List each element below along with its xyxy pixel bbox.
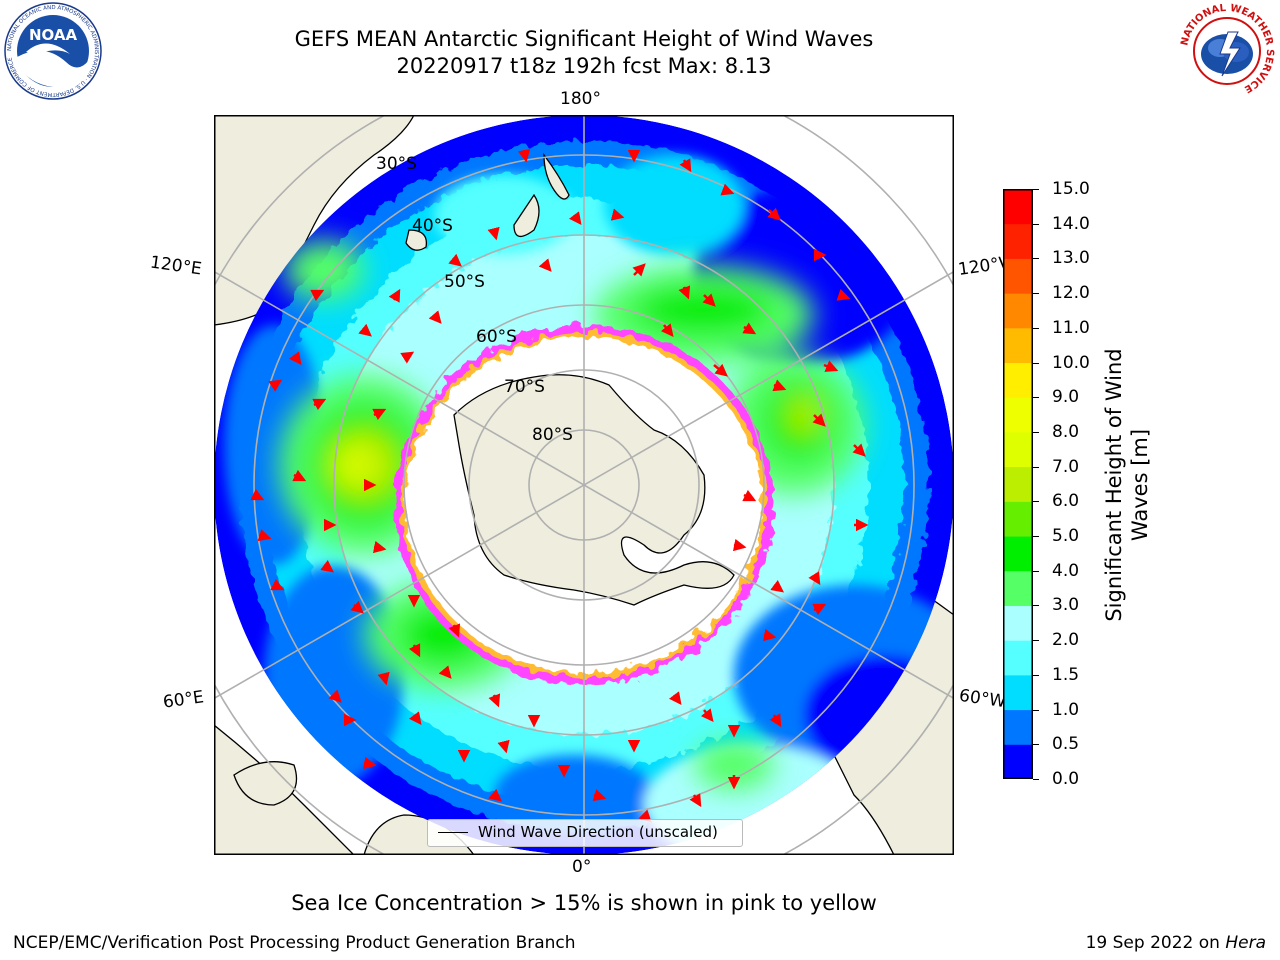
map-legend: Wind Wave Direction (unscaled) (427, 819, 743, 847)
legend-line-sample (438, 832, 468, 833)
colorbar-tick-mark (1033, 674, 1039, 676)
colorbar-tick-mark (1033, 223, 1039, 225)
colorbar-tick-mark (1033, 293, 1039, 295)
colorbar-tick-mark (1033, 536, 1039, 538)
colorbar-tick-mark (1033, 501, 1039, 503)
chart-title: GEFS MEAN Antarctic Significant Height o… (294, 27, 874, 51)
chart-subtitle: 20220917 t18z 192h fcst Max: 8.13 (396, 54, 772, 78)
colorbar-tick-label: 12.0 (1052, 283, 1090, 304)
colorbar-tick-label: 14.0 (1052, 213, 1090, 234)
colorbar-tick-label: 11.0 (1052, 317, 1090, 338)
colorbar-tick-label: 6.0 (1052, 491, 1080, 512)
colorbar-tick-label: 1.0 (1052, 699, 1080, 720)
colorbar-tick-label: 7.0 (1052, 456, 1080, 477)
colorbar-tick-mark (1033, 466, 1039, 468)
colorbar-tick-mark (1033, 709, 1039, 711)
colorbar-tick-mark (1033, 258, 1039, 260)
colorbar-tick-label: 13.0 (1052, 248, 1090, 269)
wind-wave-arrows (250, 148, 869, 823)
lon-label-60w: 60°W (957, 685, 1008, 713)
graticule (214, 115, 954, 855)
lat-label-30s: 30°S (376, 154, 417, 174)
colorbar-tick-mark (1033, 640, 1039, 642)
colorbar-tick-mark (1033, 605, 1039, 607)
noaa-logo: NOAA NATIONAL OCEANIC AND ATMOSPHERIC AD… (4, 2, 102, 100)
polar-map: 30°S 40°S 50°S 60°S 70°S 80°S Wind Wave … (214, 115, 954, 855)
colorbar-segment (1003, 223, 1033, 259)
colorbar-segment (1003, 258, 1033, 294)
colorbar-tick-label: 2.0 (1052, 630, 1080, 651)
colorbar-tick-mark (1033, 327, 1039, 329)
tasmania (405, 229, 428, 251)
colorbar-segment (1003, 397, 1033, 433)
colorbar-segment (1003, 605, 1033, 641)
colorbar-segment (1003, 327, 1033, 364)
lon-label-0: 0° (572, 857, 592, 877)
colorbar-label: Significant Height of Wind Waves [m] (1102, 348, 1152, 622)
colorbar-tick-mark (1033, 779, 1039, 780)
colorbar-segment (1003, 466, 1033, 502)
footer-credit: NCEP/EMC/Verification Post Processing Pr… (13, 933, 576, 953)
colorbar-segment (1003, 536, 1033, 572)
colorbar-segment (1003, 570, 1033, 606)
colorbar-tick-mark (1033, 189, 1039, 190)
colorbar (1003, 189, 1033, 780)
colorbar-tick-mark (1033, 744, 1039, 746)
colorbar-segment (1003, 674, 1033, 711)
lon-label-180: 180° (560, 89, 601, 109)
footer-date: 19 Sep 2022 on Hera (1086, 933, 1266, 953)
footer-date-text: 19 Sep 2022 on (1085, 933, 1226, 953)
colorbar-tick-label: 9.0 (1052, 387, 1080, 408)
colorbar-segment (1003, 362, 1033, 398)
footer-machine: Hera (1225, 933, 1266, 953)
colorbar-tick-label: 4.0 (1052, 560, 1080, 581)
colorbar-segment (1003, 744, 1033, 780)
colorbar-tick-label: 0.0 (1052, 769, 1080, 789)
colorbar-tick-label: 1.5 (1052, 664, 1080, 685)
lon-label-120e: 120°E (148, 252, 203, 280)
legend-label: Wind Wave Direction (unscaled) (478, 823, 718, 841)
colorbar-segment (1003, 431, 1033, 468)
colorbar-tick-label: 3.0 (1052, 595, 1080, 616)
colorbar-segment (1003, 640, 1033, 676)
noaa-logo-text: NOAA (29, 26, 78, 44)
colorbar-tick-label: 15.0 (1052, 179, 1090, 199)
lon-label-60e: 60°E (161, 687, 206, 713)
new-zealand-north (543, 153, 570, 200)
lat-label-80s: 80°S (532, 425, 573, 445)
colorbar-tick-mark (1033, 362, 1039, 364)
colorbar-segment (1003, 709, 1033, 745)
colorbar-tick-label: 10.0 (1052, 352, 1090, 373)
lat-label-70s: 70°S (504, 377, 545, 397)
colorbar-segment (1003, 293, 1033, 329)
colorbar-tick-label: 5.0 (1052, 526, 1080, 547)
lat-label-60s: 60°S (476, 327, 517, 347)
colorbar-tick-label: 0.5 (1052, 734, 1080, 755)
sea-ice-note: Sea Ice Concentration > 15% is shown in … (291, 891, 877, 915)
nws-logo: NATIONAL WEATHER SERVICE (1178, 2, 1276, 100)
lat-label-40s: 40°S (412, 216, 453, 236)
colorbar-tick-label: 8.0 (1052, 421, 1080, 442)
colorbar-segment (1003, 501, 1033, 537)
lat-label-50s: 50°S (444, 272, 485, 292)
colorbar-tick-mark (1033, 570, 1039, 572)
new-zealand-south (513, 193, 540, 237)
colorbar-tick-mark (1033, 431, 1039, 433)
colorbar-segment (1003, 189, 1033, 225)
colorbar-tick-mark (1033, 397, 1039, 399)
